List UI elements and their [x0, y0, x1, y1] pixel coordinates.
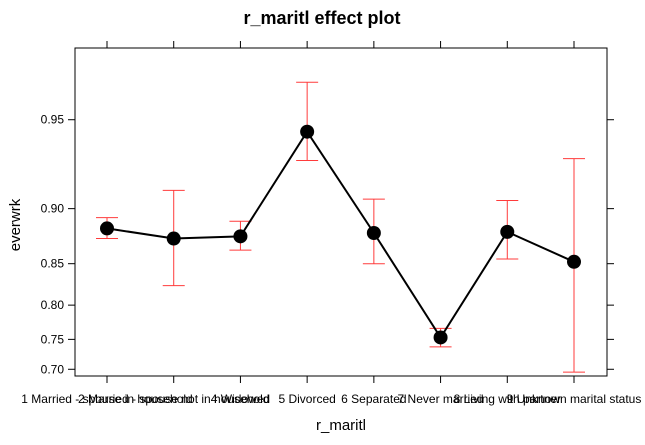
effect-line [106, 129, 575, 340]
data-point-4 [366, 226, 381, 241]
y-tick-label-2: 0.80 [41, 298, 65, 312]
y-tick-label-1: 0.75 [41, 332, 65, 346]
x-tick-label-6: 8 Living with partner [454, 392, 561, 406]
y-tick-label-5: 0.95 [41, 113, 65, 127]
y-tick-label-3: 0.85 [41, 257, 65, 271]
data-points [100, 124, 581, 345]
chart-title: r_maritl effect plot [243, 8, 400, 28]
data-point-1 [166, 231, 181, 246]
data-point-2 [233, 229, 248, 244]
error-bars [96, 81, 585, 373]
x-tick-label-3: 5 Divorced [278, 392, 335, 406]
x-tick-label-0: 1 Married - spouse in household [21, 392, 192, 406]
data-point-0 [100, 221, 114, 236]
plot-frame [74, 47, 608, 377]
x-tick-label-4: 6 Separated [341, 392, 406, 406]
data-point-6 [500, 224, 515, 239]
x-tick-label-7: 9 Unknown marital status [507, 392, 642, 406]
x-tick-label-1: 2 Married - spouse not in household [78, 392, 269, 406]
y-axis-label: everwrk [7, 198, 24, 251]
data-point-7 [567, 254, 581, 269]
y-tick-label-4: 0.90 [41, 202, 65, 216]
y-tick-label-0: 0.70 [41, 362, 65, 376]
x-axis-label: r_maritl [316, 417, 366, 434]
y-axis: 0.70 0.75 0.80 0.85 0.90 0.95 [41, 113, 614, 376]
x-tick-label-5: 7 Never married [398, 392, 484, 406]
data-point-3 [300, 124, 315, 139]
data-point-5 [433, 330, 448, 345]
x-tick-label-2: 4 Widowed [211, 392, 270, 406]
